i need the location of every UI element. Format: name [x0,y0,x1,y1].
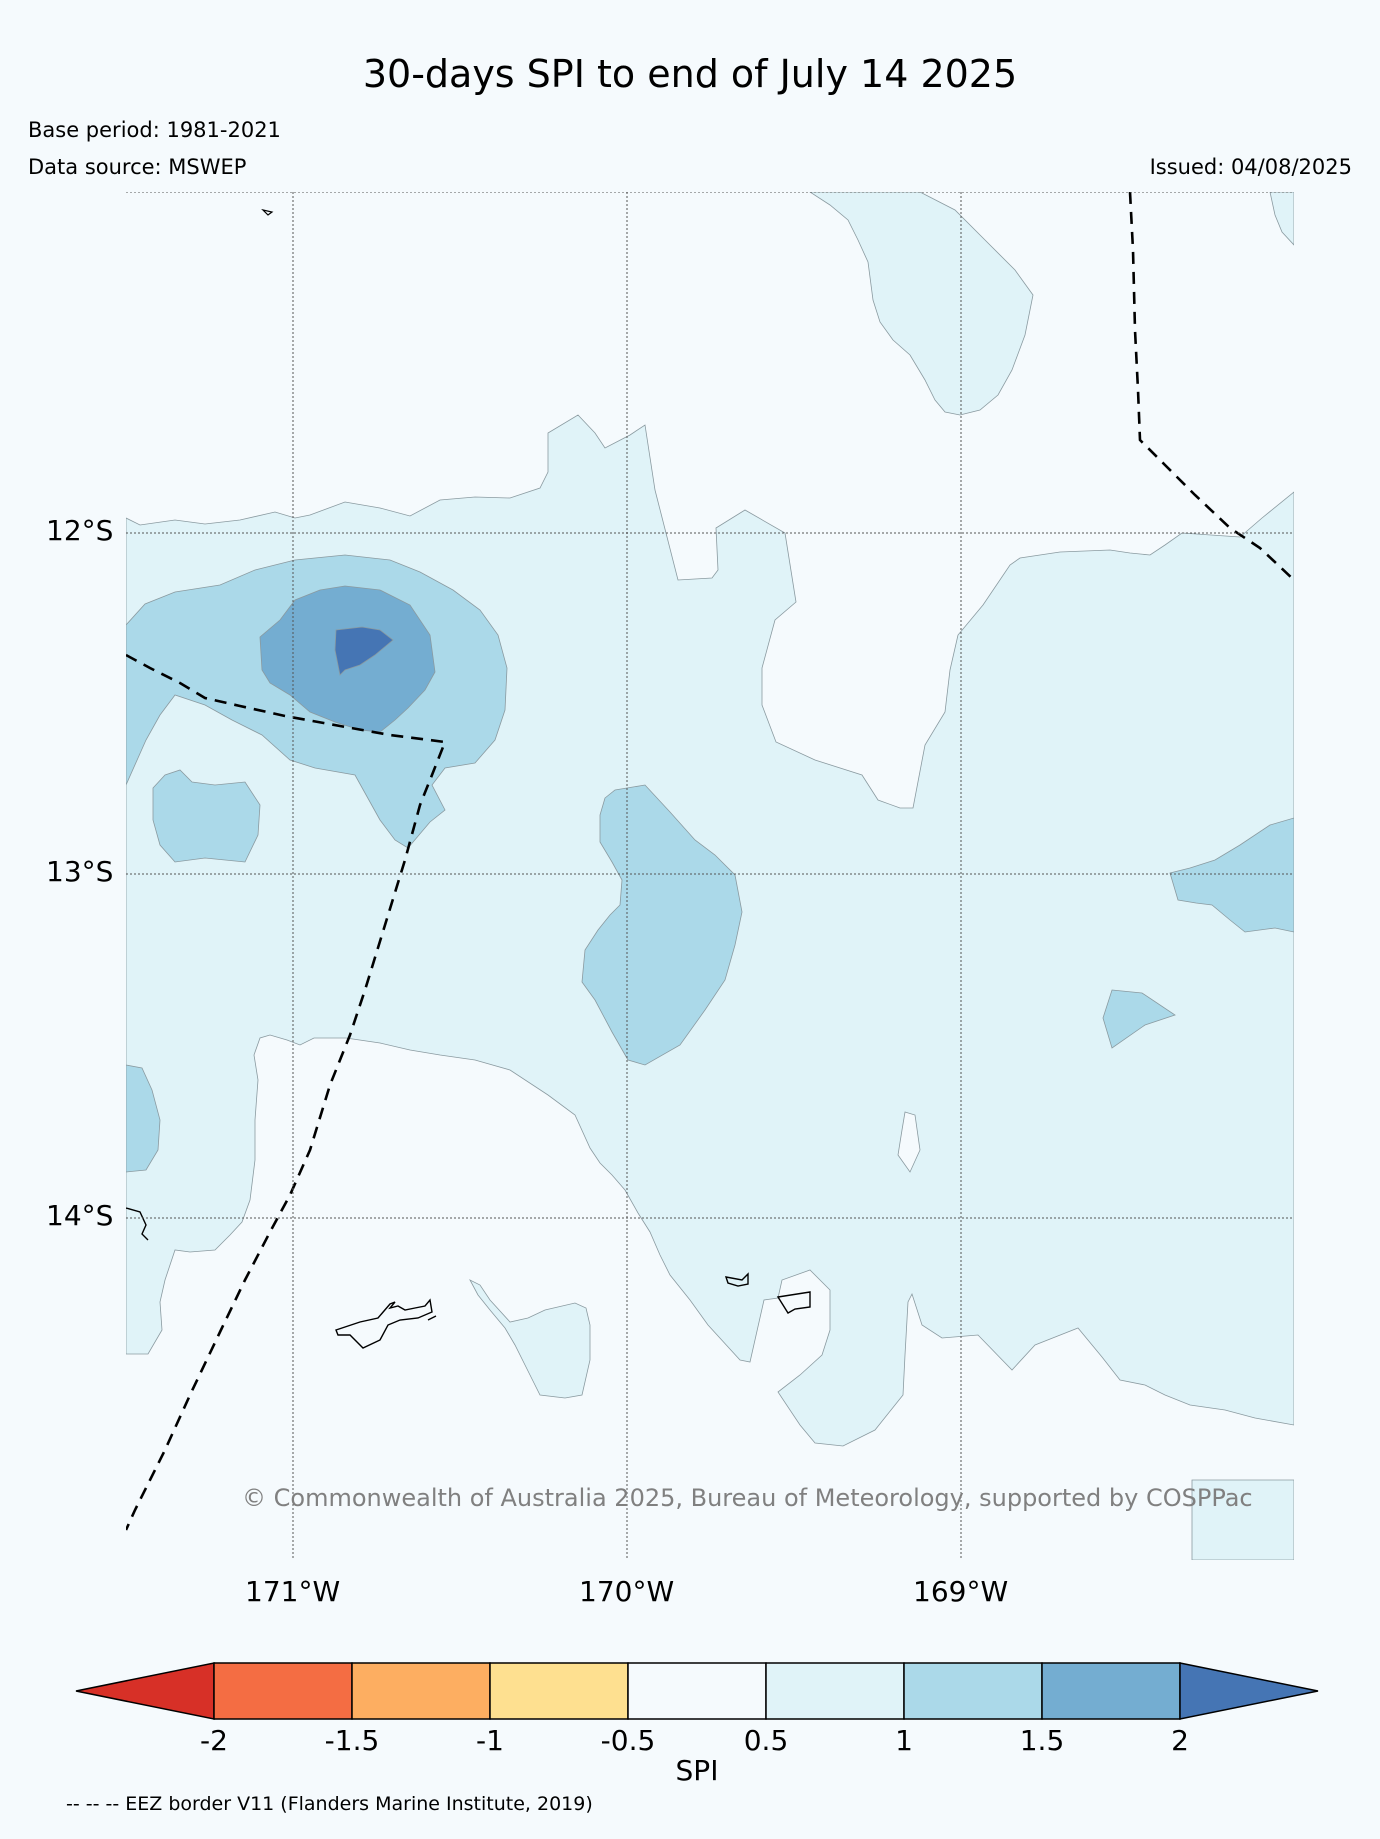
island-coastline [335,1298,437,1349]
colorbar-swatch [1041,1662,1181,1720]
issued-date-label: Issued: 04/08/2025 [1149,155,1352,179]
lon-label-170w: 170°W [579,1575,675,1608]
spi-band-neutral [897,1111,921,1173]
spi-band-1-1.5 [581,784,743,1066]
island-coastline [776,1291,811,1314]
spi-band-0.5-1 [1269,192,1294,246]
map-title: 30-days SPI to end of July 14 2025 [362,52,1018,96]
colorbar-swatch [351,1662,491,1720]
spi-band-1-1.5 [126,1064,161,1173]
colorbar-tick: 1 [895,1724,913,1757]
colorbar-swatch [213,1662,353,1720]
eez-border [126,653,447,1531]
spi-band-1-1.5 [1169,817,1294,933]
colorbar-tick: -1.5 [324,1724,380,1757]
colorbar-tick: 0.5 [743,1724,789,1757]
colorbar-extend-low [75,1662,215,1720]
island-coastline [261,208,274,216]
colorbar-swatch [903,1662,1043,1720]
spi-band-1-1.5 [152,769,261,863]
lat-label-12s: 12°S [46,514,114,547]
colorbar-title: SPI [675,1754,719,1787]
spi-band-above-2 [334,626,394,676]
eez-border-note: -- -- -- EEZ border V11 (Flanders Marine… [66,1793,593,1815]
spi-band-0.5-1 [809,192,1034,416]
colorbar-extend-high [1179,1662,1319,1720]
colorbar-tick: 2 [1171,1724,1189,1757]
colorbar-tick: -0.5 [600,1724,656,1757]
colorbar-swatch [627,1662,767,1720]
colorbar-tick: 1.5 [1019,1724,1065,1757]
lat-label-13s: 13°S [46,855,114,888]
colorbar-tick: -2 [200,1724,228,1757]
spi-band-0.5-1 [469,1279,591,1399]
colorbar [75,1662,1319,1720]
colorbar-swatch [765,1662,905,1720]
lat-label-14s: 14°S [46,1199,114,1232]
colorbar-tick: -1 [476,1724,504,1757]
colorbar-swatch [489,1662,629,1720]
island-coastline [126,1207,149,1241]
copyright-text: © Commonwealth of Australia 2025, Bureau… [242,1484,1253,1512]
lon-label-171w: 171°W [245,1575,341,1608]
spi-contours [126,192,1294,1560]
base-period-label: Base period: 1981-2021 [28,118,281,142]
eez-border [1128,192,1294,581]
lon-label-169w: 169°W [913,1575,1009,1608]
gridlines [126,192,1294,1560]
spi-band-1-1.5 [1102,989,1176,1049]
data-source-label: Data source: MSWEP [28,155,247,179]
island-coastline [724,1272,749,1287]
